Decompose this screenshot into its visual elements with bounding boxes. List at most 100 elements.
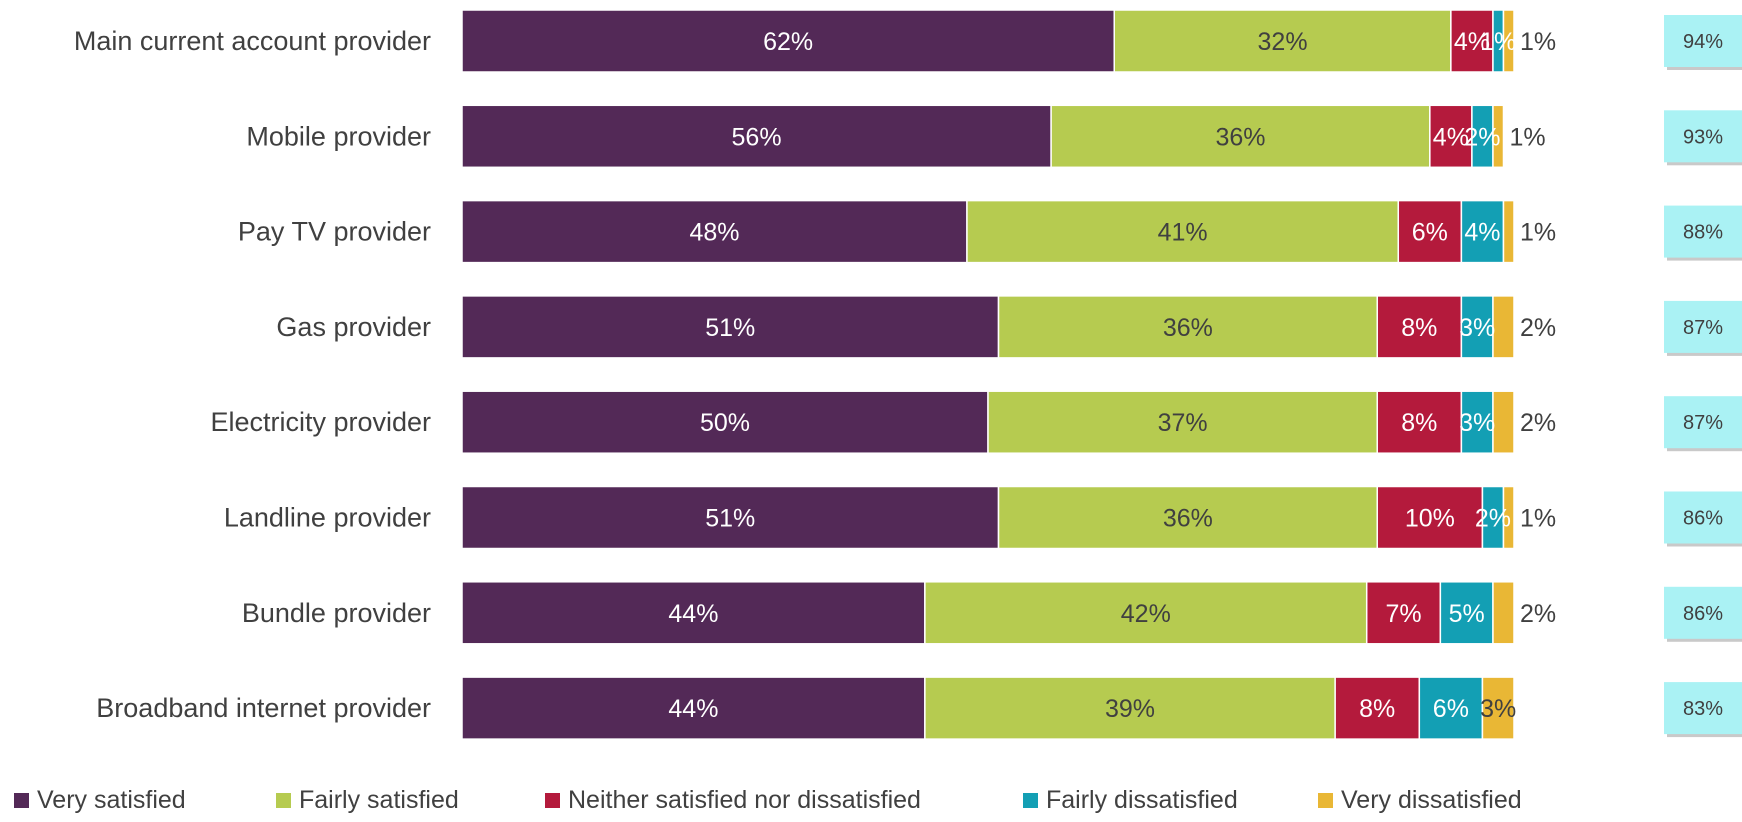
legend-swatch	[276, 793, 291, 808]
bar-segment-fairly-dissatisfied	[1460, 390, 1494, 454]
legend-swatch	[1318, 793, 1333, 808]
net-satisfied-box	[1664, 15, 1742, 67]
data-label-neither-satisfied-nor-dissatisfied: 6%	[1412, 219, 1448, 247]
data-label-very-satisfied: 56%	[732, 123, 782, 151]
bar-segment-neither-satisfied-nor-dissatisfied	[1450, 9, 1494, 73]
bar-segment-neither-satisfied-nor-dissatisfied	[1429, 104, 1473, 169]
bar-segment-fairly-satisfied	[1050, 104, 1431, 169]
bar-segment-neither-satisfied-nor-dissatisfied	[1376, 295, 1463, 359]
legend-label: Fairly dissatisfied	[1046, 786, 1238, 814]
net-satisfied-box	[1664, 110, 1742, 163]
net-satisfied-value: 87%	[1683, 412, 1723, 434]
data-label-neither-satisfied-nor-dissatisfied: 10%	[1405, 505, 1455, 533]
data-label-fairly-dissatisfied: 1%	[1480, 28, 1516, 56]
bar-segment-neither-satisfied-nor-dissatisfied	[1376, 390, 1463, 454]
net-satisfied-box	[1664, 300, 1742, 353]
bar-segment-fairly-satisfied	[924, 581, 1368, 645]
bar-row-gas-provider: 51% 36% 8% 3% 2%	[461, 295, 1556, 359]
bar-segment-fairly-satisfied	[966, 199, 1400, 264]
bar-row-broadband-internet-provider: 44% 39% 8% 6% 3%	[461, 676, 1516, 740]
net-satisfied-column: 94% 93% 88% 87% 87% 86% 86% 83%	[1664, 15, 1742, 738]
legend-swatch	[545, 793, 560, 808]
bar-segment-very-satisfied	[461, 676, 926, 740]
category-label-bundle-provider: Bundle provider	[242, 598, 431, 628]
data-label-very-satisfied: 48%	[689, 219, 739, 247]
category-label-electricity-provider: Electricity provider	[210, 407, 431, 437]
data-label-very-satisfied: 50%	[700, 409, 750, 437]
data-label-very-dissatisfied: 1%	[1509, 123, 1545, 151]
category-label-mobile-provider: Mobile provider	[246, 121, 431, 151]
category-label-main-current-account-provider: Main current account provider	[74, 26, 431, 56]
data-label-fairly-satisfied: 36%	[1163, 505, 1213, 533]
net-satisfied-box	[1664, 205, 1742, 258]
bar-row-landline-provider: 51% 36% 10% 2% 1%	[461, 485, 1556, 550]
bar-segment-very-dissatisfied	[1492, 581, 1515, 645]
net-satisfied-box	[1664, 491, 1742, 544]
bar-segment-very-dissatisfied	[1502, 9, 1515, 73]
data-label-neither-satisfied-nor-dissatisfied: 8%	[1401, 409, 1437, 437]
bar-segment-fairly-satisfied	[987, 390, 1378, 454]
data-label-fairly-satisfied: 39%	[1105, 695, 1155, 723]
data-label-very-dissatisfied: 2%	[1520, 314, 1556, 342]
net-satisfied-box	[1664, 586, 1742, 639]
category-labels: Main current account provider Mobile prov…	[74, 26, 431, 723]
data-label-neither-satisfied-nor-dissatisfied: 4%	[1454, 28, 1490, 56]
legend-item-very-dissatisfied: Very dissatisfied	[1318, 786, 1522, 814]
bar-segment-fairly-dissatisfied	[1460, 199, 1505, 264]
legend-item-very-satisfied: Very satisfied	[14, 786, 186, 814]
bar-row-bundle-provider: 44% 42% 7% 5% 2%	[461, 581, 1556, 645]
bar-segment-fairly-satisfied	[1113, 9, 1452, 73]
net-satisfied-box	[1664, 396, 1742, 449]
bar-segment-fairly-dissatisfied	[1460, 295, 1494, 359]
bar-segment-neither-satisfied-nor-dissatisfied	[1376, 485, 1484, 550]
legend-swatch	[14, 793, 29, 808]
data-label-fairly-dissatisfied: 3%	[1459, 314, 1495, 342]
bar-segment-fairly-satisfied	[924, 676, 1336, 740]
data-label-very-satisfied: 44%	[668, 695, 718, 723]
bar-row-mobile-provider: 56% 36% 4%2% 1%	[461, 104, 1546, 169]
net-satisfied-value: 88%	[1683, 222, 1723, 244]
net-satisfied-value: 94%	[1683, 31, 1723, 53]
bar-segment-very-dissatisfied	[1481, 676, 1515, 740]
data-label-very-dissatisfied: 1%	[1520, 28, 1556, 56]
bar-segment-very-dissatisfied	[1492, 104, 1505, 169]
data-label-very-dissatisfied: 3%	[1480, 695, 1516, 723]
legend-label: Very satisfied	[37, 786, 186, 814]
data-label-fairly-satisfied: 41%	[1158, 219, 1208, 247]
data-label-fairly-dissatisfied: 5%	[1449, 600, 1485, 628]
legend-label: Fairly satisfied	[299, 786, 459, 814]
bar-segment-very-satisfied	[461, 9, 1115, 73]
legend-swatch	[1023, 793, 1038, 808]
bar-segment-very-satisfied	[461, 390, 989, 454]
net-satisfied-value: 93%	[1683, 126, 1723, 148]
bar-segment-very-satisfied	[461, 199, 968, 264]
data-label-neither-satisfied-nor-dissatisfied: 8%	[1401, 314, 1437, 342]
net-satisfied-value: 86%	[1683, 508, 1723, 530]
bar-row-electricity-provider: 50% 37% 8% 3% 2%	[461, 390, 1556, 454]
data-label-fairly-dissatisfied: 2%	[1475, 505, 1511, 533]
data-label-fairly-dissatisfied: 6%	[1433, 695, 1469, 723]
data-label-fairly-dissatisfied: 3%	[1459, 409, 1495, 437]
data-label-neither-satisfied-nor-dissatisfied: 8%	[1359, 695, 1395, 723]
data-label-very-dissatisfied: 1%	[1520, 505, 1556, 533]
bar-segment-very-dissatisfied	[1492, 295, 1515, 359]
net-satisfied-value: 86%	[1683, 603, 1723, 625]
category-label-pay-tv-provider: Pay TV provider	[238, 217, 431, 247]
net-satisfied-value: 87%	[1683, 317, 1723, 339]
net-satisfied-box	[1664, 682, 1742, 735]
bar-row-pay-tv-provider: 48% 41% 6% 4% 1%	[461, 199, 1556, 264]
legend-label: Very dissatisfied	[1341, 786, 1522, 814]
legend-item-fairly-satisfied: Fairly satisfied	[276, 786, 459, 814]
chart-legend: Very satisfied Fairly satisfied Neither sa…	[14, 786, 1522, 814]
data-label-very-dissatisfied: 2%	[1520, 600, 1556, 628]
data-label-fairly-satisfied: 36%	[1163, 314, 1213, 342]
legend-item-fairly-dissatisfied: Fairly dissatisfied	[1023, 786, 1238, 814]
data-label-fairly-satisfied: 42%	[1121, 600, 1171, 628]
legend-label: Neither satisfied nor dissatisfied	[568, 786, 921, 814]
bar-area: 62% 32% 4%1% 1%56% 36% 4%2% 1%48% 41% 6% 4% 1%51% 3…	[461, 9, 1556, 740]
data-label-fairly-satisfied: 36%	[1215, 123, 1265, 151]
bar-segment-neither-satisfied-nor-dissatisfied	[1334, 676, 1421, 740]
category-label-broadband-internet-provider: Broadband internet provider	[96, 693, 431, 723]
bar-segment-very-satisfied	[461, 485, 1000, 550]
